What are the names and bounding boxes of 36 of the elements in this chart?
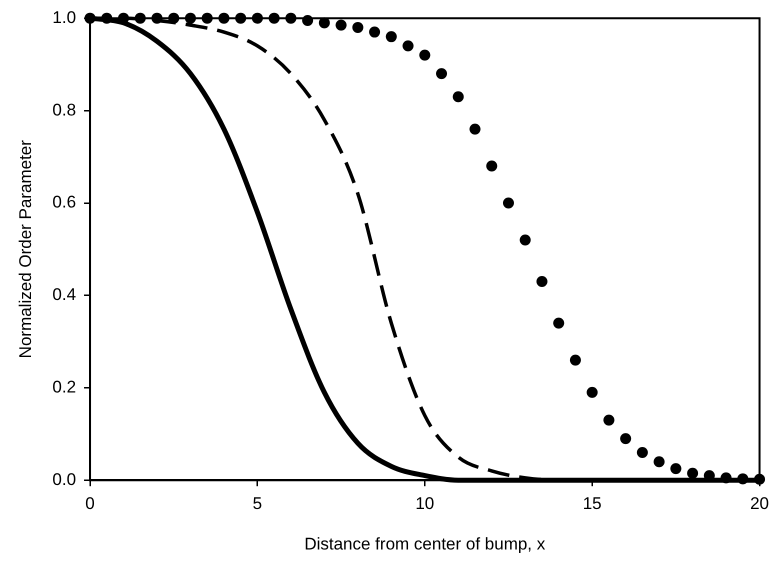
point — [369, 26, 380, 38]
point — [654, 456, 665, 468]
point — [502, 198, 514, 208]
point — [620, 433, 632, 444]
point — [520, 234, 531, 246]
point — [486, 160, 498, 172]
point — [318, 17, 330, 28]
x-tick-label: 15 — [582, 494, 602, 514]
y-tick-label: 0.2 — [52, 377, 76, 396]
y-tick-label: 0.0 — [52, 470, 76, 489]
y-tick-label: 0.4 — [52, 285, 76, 304]
point — [386, 31, 397, 42]
point — [636, 446, 648, 458]
y-axis-title: Normalized Order Parameter — [16, 140, 35, 358]
y-tick-label: 0.6 — [52, 192, 76, 212]
y-tick-label: 1.0 — [52, 8, 76, 27]
x-tick-label: 20 — [750, 494, 770, 514]
point — [687, 468, 698, 479]
point — [553, 318, 564, 329]
point — [603, 414, 614, 426]
x-axis-title: Distance from center of bump, x — [304, 534, 546, 554]
x-tick-label: 10 — [415, 494, 434, 514]
point — [402, 40, 414, 52]
x-tick-label: 5 — [252, 494, 262, 514]
point — [419, 50, 430, 61]
point — [336, 20, 347, 31]
point — [452, 91, 464, 102]
point — [436, 68, 448, 80]
point — [586, 386, 598, 398]
x-tick-label: 0 — [85, 494, 95, 514]
point — [470, 124, 481, 135]
point — [536, 276, 548, 288]
point — [570, 354, 581, 366]
point — [670, 463, 682, 474]
y-tick-label: 0.8 — [52, 100, 76, 120]
point — [352, 22, 364, 33]
